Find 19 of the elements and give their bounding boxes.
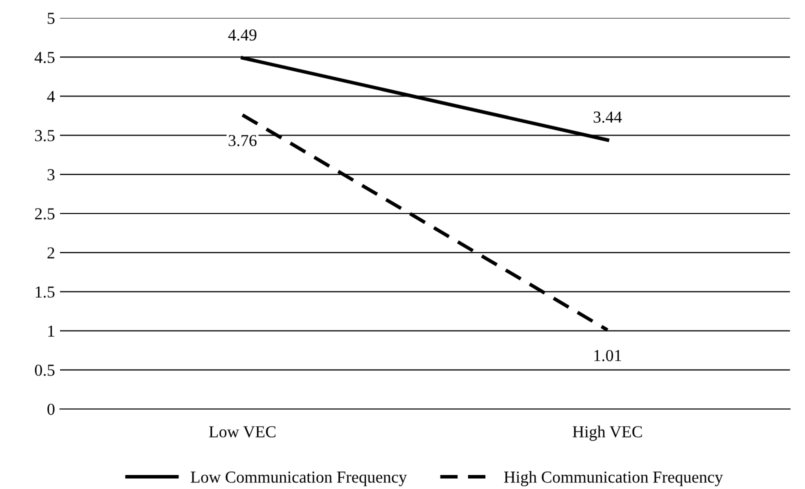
- y-tick-label: 0: [47, 404, 55, 415]
- data-label: 3.76: [228, 134, 257, 146]
- y-tick-label: 4.5: [34, 52, 54, 64]
- y-tick-label: 0.5: [34, 364, 54, 376]
- data-label: 4.49: [228, 29, 256, 41]
- y-tick-label: 5: [48, 12, 54, 24]
- y-tick-label: 2: [48, 247, 54, 258]
- x-tick-label: Low VEC: [209, 426, 276, 438]
- y-tick-label: 2.5: [35, 208, 54, 220]
- legend-label: High Communication Frequency: [504, 471, 723, 486]
- data-label: 1.01: [594, 350, 622, 362]
- x-tick-label: High VEC: [572, 426, 642, 441]
- y-tick-label: 1: [48, 326, 54, 337]
- legend-label: Low Communication Frequency: [190, 472, 407, 486]
- y-tick-label: 1.5: [36, 286, 54, 298]
- data-label: 3.44: [594, 112, 622, 123]
- y-tick-label: 4: [47, 91, 55, 102]
- y-tick-label: 3: [48, 169, 54, 180]
- y-tick-label: 3.5: [35, 130, 54, 142]
